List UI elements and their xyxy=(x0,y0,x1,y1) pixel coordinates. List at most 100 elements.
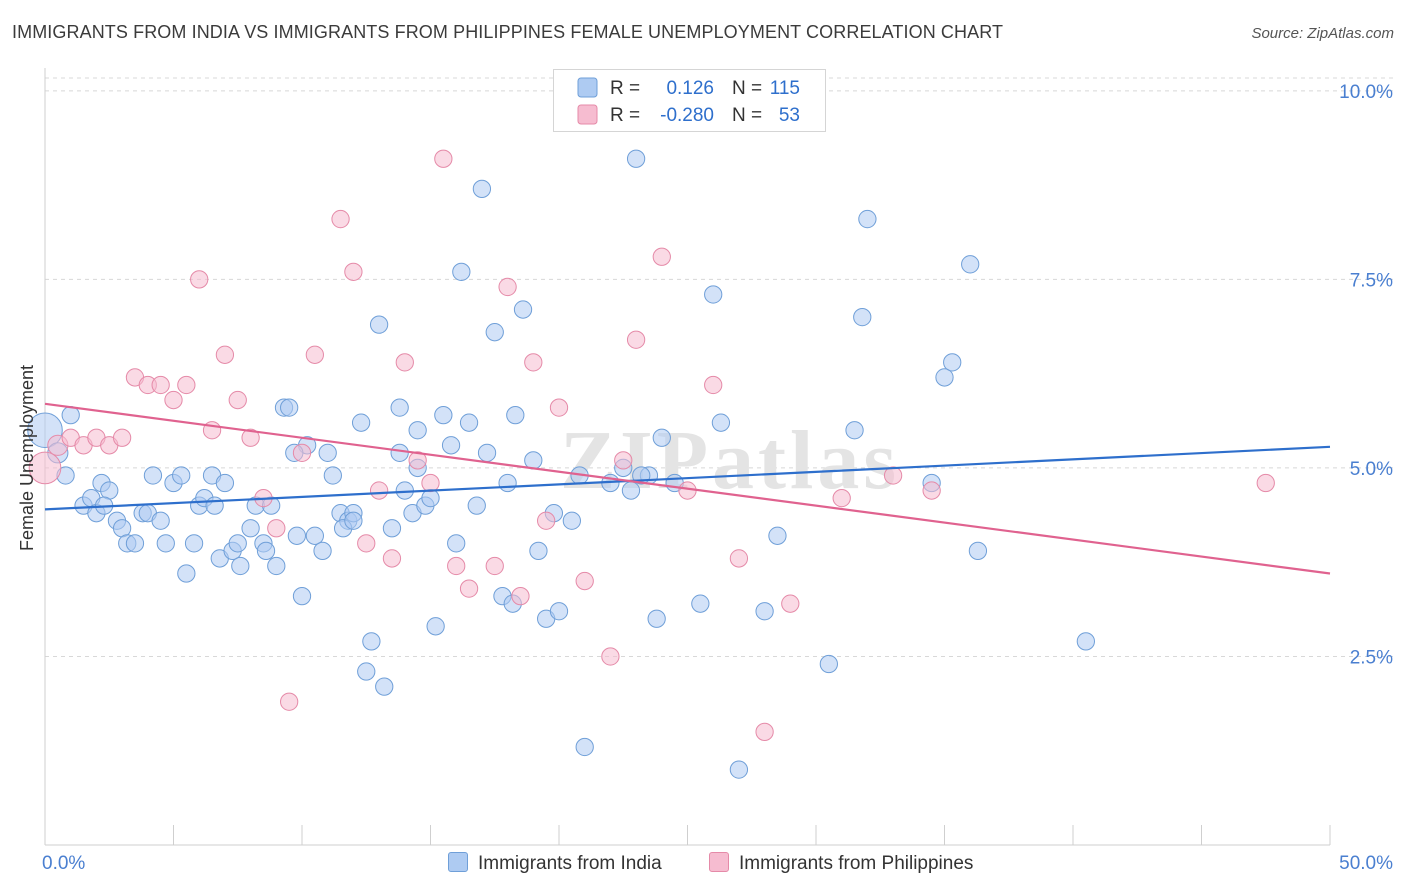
india-point-66 xyxy=(441,436,461,455)
philippines-point-24 xyxy=(357,534,376,553)
philippines-point-22 xyxy=(331,209,350,229)
legend-swatch-philippines xyxy=(577,104,598,125)
india-point-97 xyxy=(819,654,838,674)
philippines-point-20 xyxy=(292,443,312,462)
philippines-point-10 xyxy=(164,390,183,410)
bottom-legend-philippines-label: Immigrants from Philippines xyxy=(739,853,974,874)
philippines-point-9 xyxy=(151,375,170,395)
philippines-point-6 xyxy=(112,428,132,447)
philippines-point-51 xyxy=(922,481,941,500)
india-point-37 xyxy=(267,556,286,576)
india-point-61 xyxy=(408,421,427,440)
bottom-swatch-india xyxy=(448,852,468,872)
legend-r-value-india: 0.126 xyxy=(666,78,714,99)
india-point-40 xyxy=(287,526,306,545)
india-point-78 xyxy=(513,300,533,319)
legend-n-label-philippines: N = xyxy=(732,105,762,126)
source-label: Source: ZipAtlas.com xyxy=(1251,25,1394,42)
philippines-points xyxy=(28,149,1275,742)
philippines-point-27 xyxy=(395,353,414,372)
philippines-point-25 xyxy=(369,481,389,500)
india-point-45 xyxy=(318,443,337,462)
india-point-35 xyxy=(256,541,276,561)
india-point-64 xyxy=(426,617,445,636)
india-point-53 xyxy=(362,632,381,651)
philippines-point-32 xyxy=(459,579,479,598)
india-point-103 xyxy=(943,353,962,372)
trend-lines xyxy=(44,402,1331,575)
legend-swatch-india xyxy=(577,77,598,98)
india-point-94 xyxy=(729,760,749,779)
india-point-88 xyxy=(626,149,646,168)
tick-labels: 2.5% 5.0% 7.5% 10.0% 0.0% 50.0% xyxy=(42,82,1393,874)
philippines-point-49 xyxy=(832,488,851,508)
india-point-92 xyxy=(704,285,723,304)
india-point-99 xyxy=(853,307,872,327)
philippines-point-52 xyxy=(1256,473,1275,493)
india-trend-line xyxy=(44,445,1331,511)
india-point-56 xyxy=(382,519,402,538)
india-point-105 xyxy=(968,541,988,561)
philippines-point-38 xyxy=(549,398,569,417)
india-point-32 xyxy=(241,519,260,538)
india-point-96 xyxy=(768,526,787,545)
india-point-70 xyxy=(467,496,486,515)
india-point-55 xyxy=(375,677,394,696)
y-axis-label: Female Unemployment xyxy=(17,365,37,551)
india-point-93 xyxy=(711,413,731,432)
philippines-point-16 xyxy=(241,428,260,447)
philippines-point-21 xyxy=(305,345,324,364)
india-point-69 xyxy=(459,413,479,432)
philippines-point-34 xyxy=(498,277,517,297)
y-tick-label-3: 10.0% xyxy=(1339,82,1393,103)
philippines-point-14 xyxy=(215,345,235,364)
bottom-legend-india: Immigrants from India xyxy=(448,852,662,875)
x-tick-label-min: 0.0% xyxy=(42,853,85,874)
philippines-point-31 xyxy=(447,556,466,576)
philippines-point-28 xyxy=(408,451,427,470)
india-point-28 xyxy=(215,473,235,493)
philippines-trend-line xyxy=(44,402,1331,575)
india-point-84 xyxy=(562,511,581,530)
legend-n-value-india: 115 xyxy=(770,78,800,99)
philippines-point-29 xyxy=(421,473,440,493)
legend-r-label-india: R = xyxy=(610,78,640,99)
india-point-90 xyxy=(652,428,671,447)
india-point-89 xyxy=(647,609,666,628)
philippines-point-23 xyxy=(344,262,363,281)
india-point-98 xyxy=(845,421,864,440)
india-point-18 xyxy=(156,534,175,553)
x-tick-label-max: 50.0% xyxy=(1339,853,1393,874)
legend-swatches: R = 0.126 N = 115 R = -0.280 N = 53 xyxy=(577,77,800,126)
india-point-77 xyxy=(506,405,525,425)
chart-title: IMMIGRANTS FROM INDIA VS IMMIGRANTS FROM… xyxy=(12,22,1004,42)
india-point-39 xyxy=(280,398,299,417)
india-point-17 xyxy=(151,511,170,530)
philippines-point-30 xyxy=(434,149,453,168)
legend-n-value-philippines: 53 xyxy=(779,105,800,126)
philippines-point-46 xyxy=(729,549,749,568)
india-point-80 xyxy=(529,541,548,561)
india-point-46 xyxy=(323,466,342,485)
philippines-point-19 xyxy=(280,692,299,711)
india-point-31 xyxy=(231,556,250,576)
philippines-point-50 xyxy=(883,466,903,485)
india-point-54 xyxy=(369,315,389,334)
india-point-30 xyxy=(228,534,247,553)
india-point-91 xyxy=(691,594,710,613)
india-point-113 xyxy=(344,511,363,530)
philippines-point-36 xyxy=(524,353,543,372)
india-point-13 xyxy=(125,534,145,553)
philippines-point-12 xyxy=(190,270,209,289)
legend-r-value-philippines: -0.280 xyxy=(660,105,714,126)
philippines-point-40 xyxy=(601,647,620,666)
philippines-point-43 xyxy=(652,247,671,266)
india-point-95 xyxy=(755,602,774,621)
philippines-point-45 xyxy=(704,375,723,395)
philippines-point-26 xyxy=(382,549,402,568)
india-point-44 xyxy=(313,541,332,561)
india-point-51 xyxy=(351,413,371,432)
bottom-legend-philippines: Immigrants from Philippines xyxy=(709,852,973,875)
india-point-41 xyxy=(292,586,312,606)
